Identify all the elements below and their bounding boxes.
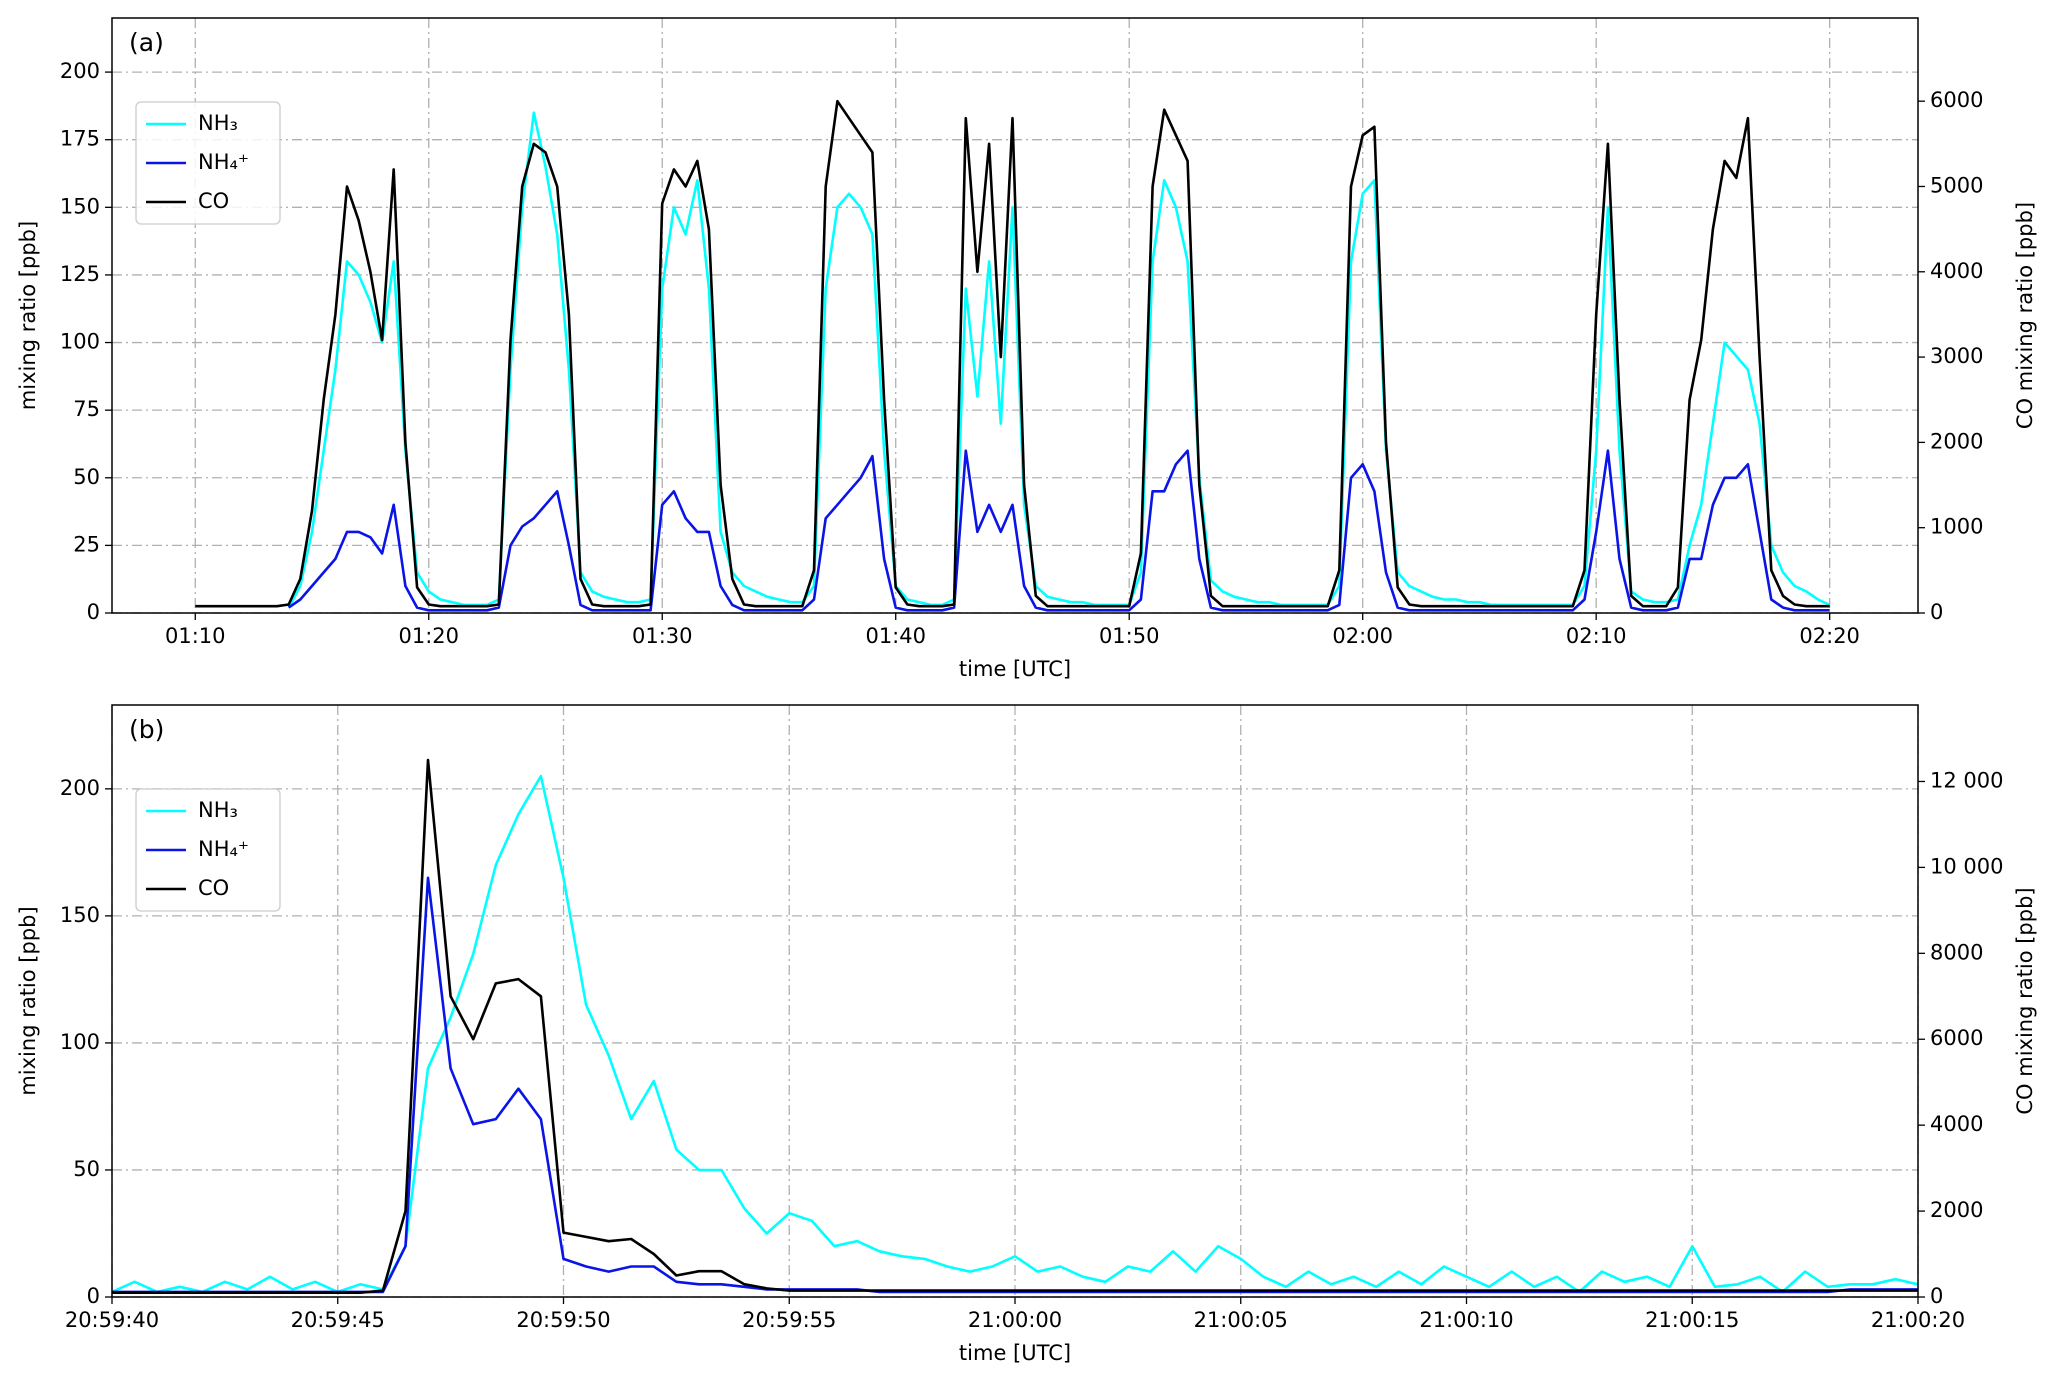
- series-line: [287, 449, 1830, 612]
- y-tick-label: 50: [73, 1157, 100, 1181]
- y2-axis-label: CO mixing ratio [ppb]: [2013, 887, 2037, 1114]
- y-tick-label: 150: [60, 903, 100, 927]
- legend-label: CO: [198, 189, 229, 213]
- y-tick-label: 150: [60, 194, 100, 218]
- x-axis-label: time [UTC]: [959, 1341, 1071, 1365]
- x-tick-label: 20:59:55: [742, 1308, 836, 1332]
- x-axis-label: time [UTC]: [959, 657, 1071, 681]
- series-line: [112, 774, 1918, 1294]
- series-line: [112, 758, 1918, 1294]
- y2-tick-label: 6000: [1930, 1026, 1983, 1050]
- x-tick-label: 20:59:40: [65, 1308, 159, 1332]
- x-tick-label: 01:10: [165, 624, 226, 648]
- x-tick-label: 01:30: [632, 624, 693, 648]
- x-tick-label: 20:59:45: [291, 1308, 385, 1332]
- y2-tick-label: 6000: [1930, 88, 1983, 112]
- y-tick-label: 50: [73, 465, 100, 489]
- x-tick-label: 21:00:00: [968, 1308, 1062, 1332]
- x-tick-label: 21:00:15: [1645, 1308, 1739, 1332]
- y-tick-label: 100: [60, 330, 100, 354]
- y2-tick-label: 12 000: [1930, 768, 2003, 792]
- y-tick-label: 200: [60, 776, 100, 800]
- x-tick-label: 21:00:20: [1871, 1308, 1965, 1332]
- y2-tick-label: 1000: [1930, 515, 1983, 539]
- legend-label: NH₄⁺: [198, 837, 249, 861]
- y2-tick-label: 2000: [1930, 429, 1983, 453]
- y2-tick-label: 3000: [1930, 344, 1983, 368]
- x-tick-label: 02:00: [1332, 624, 1393, 648]
- x-tick-label: 02:20: [1799, 624, 1860, 648]
- y2-tick-label: 0: [1930, 600, 1943, 624]
- axes-frame: [111, 17, 1919, 614]
- x-tick-label: 01:40: [865, 624, 926, 648]
- y2-tick-label: 0: [1930, 1284, 1943, 1308]
- y-tick-label: 175: [60, 127, 100, 151]
- y-tick-label: 25: [73, 532, 100, 556]
- y-tick-label: 0: [87, 1284, 100, 1308]
- y2-tick-label: 5000: [1930, 173, 1983, 197]
- y2-tick-label: 4000: [1930, 1112, 1983, 1136]
- x-tick-label: 01:50: [1099, 624, 1160, 648]
- x-tick-label: 21:00:05: [1194, 1308, 1288, 1332]
- y2-tick-label: 4000: [1930, 259, 1983, 283]
- panel-label: (a): [129, 28, 164, 57]
- legend-box: [135, 101, 281, 225]
- y2-tick-label: 2000: [1930, 1198, 1983, 1222]
- x-tick-label: 02:10: [1566, 624, 1627, 648]
- legend-label: NH₃: [198, 111, 238, 135]
- y-tick-label: 125: [60, 262, 100, 286]
- y2-tick-label: 8000: [1930, 940, 1983, 964]
- x-tick-label: 20:59:50: [516, 1308, 610, 1332]
- y-tick-label: 0: [87, 600, 100, 624]
- y-tick-label: 200: [60, 59, 100, 83]
- x-tick-label: 01:20: [398, 624, 459, 648]
- legend-label: CO: [198, 876, 229, 900]
- y2-tick-label: 10 000: [1930, 854, 2003, 878]
- y-tick-label: 100: [60, 1030, 100, 1054]
- x-tick-label: 21:00:10: [1419, 1308, 1513, 1332]
- series-line: [195, 99, 1830, 608]
- panel-label: (b): [129, 715, 164, 744]
- y-axis-label: mixing ratio [ppb]: [16, 221, 40, 410]
- y-axis-label: mixing ratio [ppb]: [16, 906, 40, 1095]
- y-tick-label: 75: [73, 397, 100, 421]
- series-line: [287, 111, 1831, 609]
- y2-axis-label: CO mixing ratio [ppb]: [2013, 202, 2037, 429]
- legend-label: NH₄⁺: [198, 150, 249, 174]
- legend-box: [135, 788, 281, 912]
- axes-frame: [111, 704, 1919, 1298]
- legend-label: NH₃: [198, 798, 238, 822]
